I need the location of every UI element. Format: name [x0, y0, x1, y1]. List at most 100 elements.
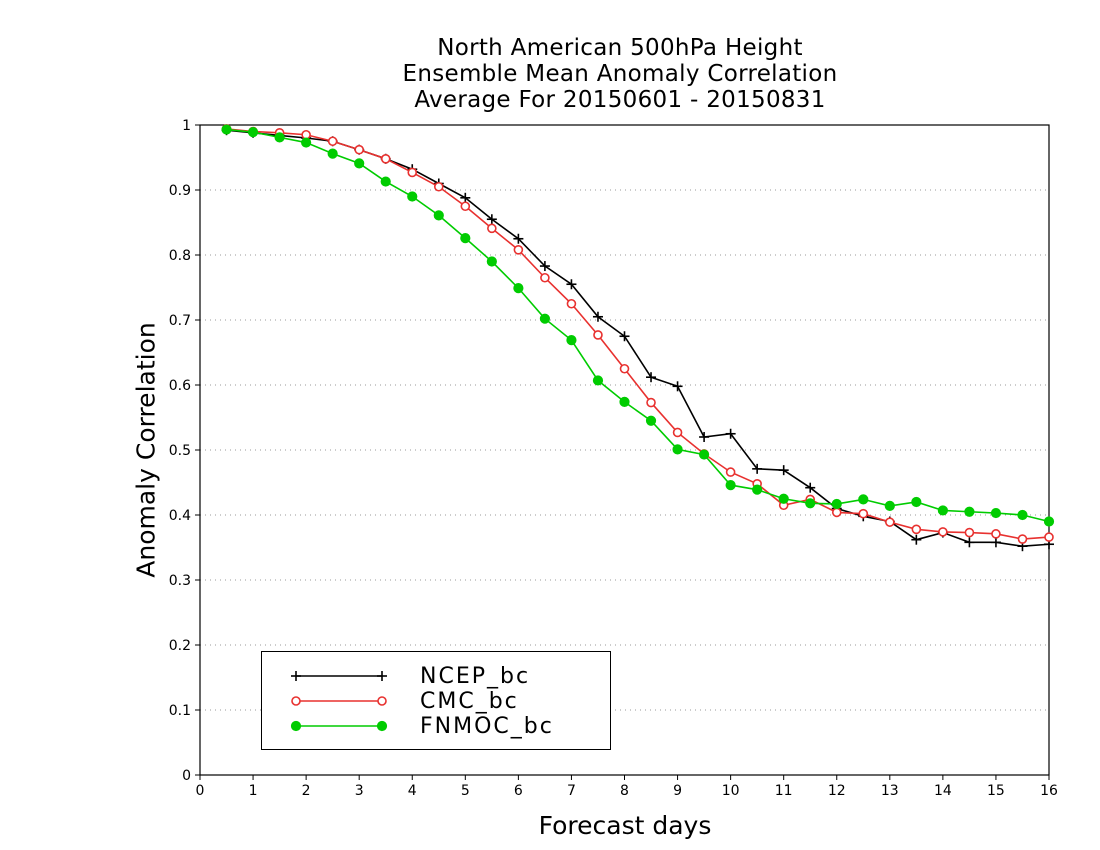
data-point-ncep: [990, 537, 1001, 548]
data-point-ncep: [672, 381, 683, 392]
x-tick-label: 5: [461, 783, 470, 799]
x-tick-label: 6: [514, 783, 523, 799]
data-point-fnmoc: [327, 148, 338, 159]
y-tick-label: 0.6: [169, 378, 191, 394]
data-point-fnmoc: [1043, 516, 1055, 527]
data-point-cmc: [513, 245, 524, 255]
data-point-cmc: [460, 201, 471, 212]
y-tick-label: 0.1: [169, 703, 191, 719]
x-tick-label: 15: [987, 783, 1005, 799]
data-point-ncep: [539, 261, 550, 272]
data-point-fnmoc: [619, 396, 630, 407]
x-tick-label: 4: [408, 783, 417, 799]
data-point-fnmoc: [645, 415, 657, 426]
data-point-fnmoc: [752, 484, 763, 495]
data-point-ncep: [964, 537, 975, 548]
y-tick-label: 0.8: [169, 248, 191, 264]
legend-label-cmc: CMC_bc: [420, 689, 519, 714]
x-tick-label: 0: [196, 783, 205, 799]
x-tick-label: 1: [249, 783, 258, 799]
series-cmc: [221, 124, 1054, 544]
chart-title-line-1: North American 500hPa Height: [437, 35, 803, 61]
data-point-cmc: [327, 136, 338, 147]
axis-ticks: 00.10.20.30.40.50.60.70.80.910 1 2 3 4 5 6 7 8 9 1…: [169, 118, 1058, 799]
chart-title-line-2: Ensemble Mean Anomaly Correlation: [402, 61, 838, 87]
data-point-fnmoc: [831, 498, 842, 510]
data-point-cmc: [1017, 534, 1028, 544]
data-point-ncep: [699, 432, 710, 442]
data-point-ncep: [646, 372, 657, 383]
chart-title-line-3: Average For 20150601 - 20150831: [414, 87, 826, 113]
legend-marker-left-fnmoc: [290, 720, 302, 732]
data-point-ncep: [778, 465, 789, 476]
data-point-cmc: [858, 508, 869, 519]
data-point-cmc: [938, 527, 948, 537]
x-tick-label: 8: [620, 783, 629, 799]
data-point-cmc: [619, 363, 630, 374]
legend-marker-right-fnmoc: [376, 720, 388, 732]
data-point-ncep: [911, 534, 922, 545]
data-point-ncep: [805, 482, 816, 493]
series-group: [221, 124, 1055, 552]
legend-marker-left-cmc: [291, 696, 301, 706]
legend-label-ncep: NCEP_bc: [420, 664, 531, 689]
x-tick-label: 11: [775, 783, 793, 799]
data-point-fnmoc: [354, 158, 365, 169]
series-ncep: [221, 125, 1054, 552]
data-point-fnmoc: [247, 127, 259, 138]
y-tick-label: 0.4: [169, 508, 191, 524]
data-point-cmc: [672, 427, 683, 438]
x-tick-label: 2: [302, 783, 311, 799]
data-point-cmc: [380, 154, 391, 164]
series-line-fnmoc: [226, 128, 1050, 523]
data-point-ncep: [619, 331, 630, 342]
data-point-cmc: [964, 527, 975, 538]
data-point-cmc: [1044, 532, 1054, 542]
grid: [200, 189, 1049, 711]
data-point-cmc: [407, 167, 418, 178]
legend: NCEP_bc CMC_bc FNMOC_bc: [261, 651, 611, 750]
y-tick-label: 0.5: [169, 443, 191, 459]
data-point-fnmoc: [592, 375, 604, 386]
data-point-fnmoc: [698, 449, 710, 460]
data-point-cmc: [911, 524, 922, 535]
data-point-fnmoc: [805, 498, 816, 509]
data-point-cmc: [646, 397, 656, 408]
legend-label-fnmoc: FNMOC_bc: [420, 714, 554, 739]
data-point-fnmoc: [486, 256, 497, 267]
legend-marker-right-cmc: [377, 696, 387, 706]
data-point-fnmoc: [221, 124, 232, 135]
data-point-cmc: [725, 467, 736, 477]
data-point-fnmoc: [964, 506, 975, 517]
data-point-cmc: [540, 272, 550, 283]
data-point-cmc: [831, 507, 842, 518]
x-tick-label: 13: [881, 783, 899, 799]
data-point-fnmoc: [301, 137, 312, 148]
data-point-fnmoc: [566, 335, 577, 346]
x-tick-label: 9: [673, 783, 682, 799]
legend-marker-left-ncep: [291, 671, 301, 681]
data-point-ncep: [486, 214, 497, 225]
data-point-ncep: [592, 311, 603, 322]
x-tick-label: 7: [567, 783, 576, 799]
data-point-ncep: [725, 428, 736, 439]
x-tick-label: 3: [355, 783, 364, 799]
y-tick-label: 0.2: [169, 638, 191, 654]
data-point-fnmoc: [778, 493, 789, 504]
data-point-fnmoc: [884, 500, 895, 511]
x-tick-label: 16: [1040, 783, 1058, 799]
data-point-fnmoc: [937, 505, 948, 516]
series-line-ncep: [226, 129, 1050, 548]
x-axis-label: Forecast days: [538, 811, 712, 840]
data-point-cmc: [885, 517, 895, 527]
x-tick-label: 12: [828, 783, 846, 799]
data-point-fnmoc: [858, 494, 869, 505]
data-point-cmc: [566, 298, 577, 309]
data-point-fnmoc: [990, 507, 1002, 519]
data-point-fnmoc: [407, 191, 418, 202]
data-point-cmc: [991, 529, 1001, 539]
data-point-fnmoc: [725, 480, 736, 491]
data-point-fnmoc: [911, 496, 922, 508]
series-fnmoc: [221, 124, 1055, 527]
